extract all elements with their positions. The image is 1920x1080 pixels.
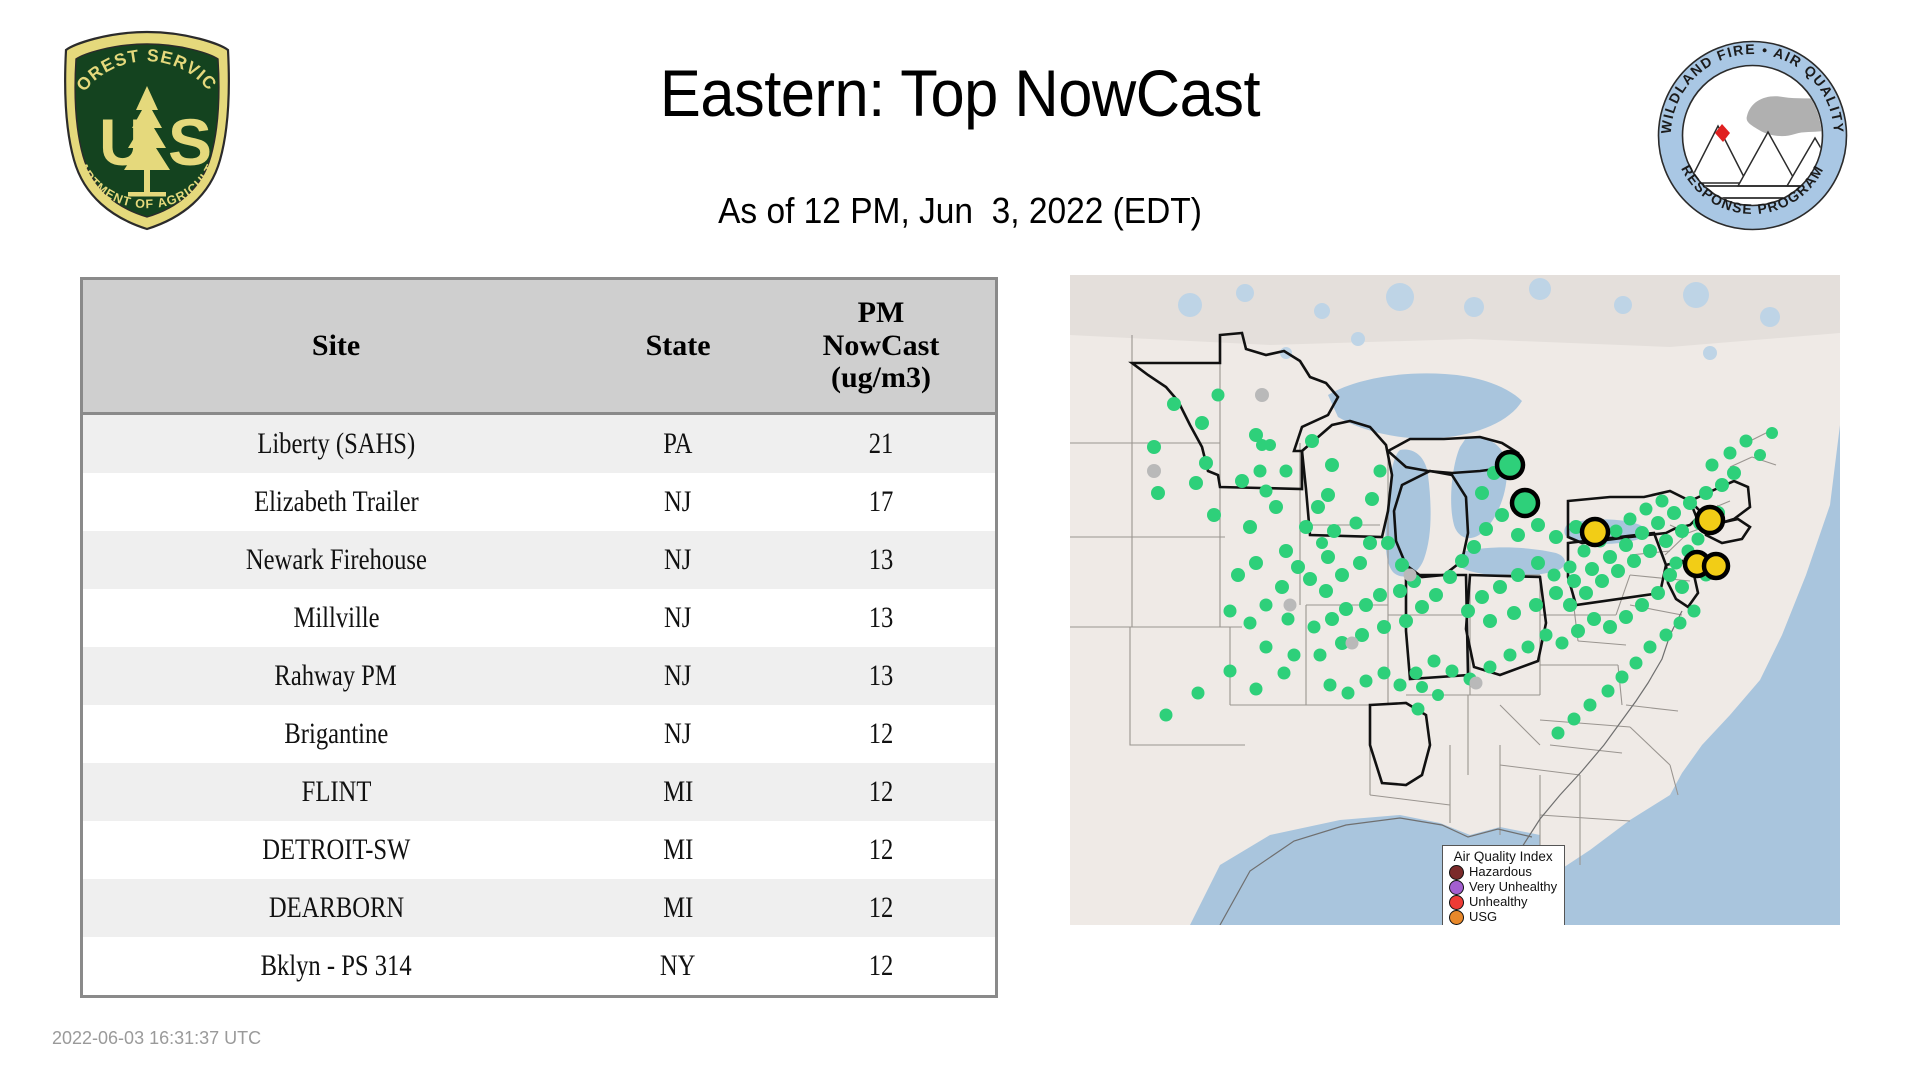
table-header-row: Site State PM NowCast (ug/m3) (83, 280, 995, 415)
map-canvas (1070, 275, 1840, 925)
table-row[interactable]: Bklyn - PS 314 NY 12 (83, 937, 995, 995)
site-cell: DETROIT-SW (262, 833, 411, 866)
site-cell: DEARBORN (268, 891, 404, 924)
aqi-legend: Air Quality Index Hazardous Very Unhealth… (1442, 845, 1566, 925)
pine-tree-icon (124, 86, 170, 197)
highlight-marker-newark-firehouse (1694, 504, 1726, 536)
column-header-pm-nowcast[interactable]: PM NowCast (ug/m3) (766, 280, 995, 415)
aqi-color-swatch (1449, 880, 1464, 896)
aqi-legend-label: USG (1469, 909, 1498, 925)
aqi-legend-title: Air Quality Index (1453, 849, 1553, 864)
column-header-line3: (ug/m3) (830, 361, 931, 395)
column-header-site[interactable]: Site (83, 280, 590, 415)
aqi-color-swatch (1449, 865, 1464, 881)
site-cell: Elizabeth Trailer (253, 485, 419, 518)
highlight-marker-flint (1494, 449, 1526, 481)
site-cell: FLINT (301, 775, 371, 808)
state-cell: NJ (664, 601, 692, 634)
state-cell: NJ (664, 485, 692, 518)
highlight-marker-millville (1701, 551, 1731, 581)
column-header-state[interactable]: State (589, 280, 767, 415)
column-header-line2: NowCast (822, 328, 940, 362)
value-cell: 12 (868, 717, 894, 750)
generated-timestamp: 2022-06-03 16:31:37 UTC (52, 1028, 262, 1048)
value-cell: 12 (868, 891, 894, 924)
aqi-legend-entry: Very Unhealthy (1449, 879, 1558, 896)
value-cell: 13 (868, 601, 894, 634)
highlight-marker-detroit-sw (1509, 487, 1541, 519)
table-row[interactable]: Newark Firehouse NJ 13 (83, 531, 995, 589)
page-title: Eastern: Top NowCast (659, 56, 1261, 130)
highlight-marker-liberty-sahs (1579, 516, 1611, 548)
state-cell: NJ (664, 543, 692, 576)
monitor-dots (1147, 388, 1778, 740)
water-bodies (1070, 275, 1840, 925)
mountain-left-icon (1687, 124, 1749, 184)
top-nowcast-table: Site State PM NowCast (ug/m3) Liberty (S… (83, 280, 995, 995)
aqi-legend-label: Hazardous (1469, 864, 1532, 880)
inactive-dots (1147, 388, 1483, 690)
value-cell: 12 (868, 949, 894, 982)
table-row[interactable]: FLINT MI 12 (83, 763, 995, 821)
state-cell: NJ (664, 659, 692, 692)
aqi-color-swatch (1449, 895, 1464, 911)
site-cell: Newark Firehouse (245, 543, 427, 576)
state-cell: MI (663, 833, 694, 866)
value-cell: 17 (868, 485, 894, 518)
aqi-legend-label: Very Unhealthy (1469, 879, 1558, 895)
table-row[interactable]: Brigantine NJ 12 (83, 705, 995, 763)
top-nowcast-table-container: Site State PM NowCast (ug/m3) Liberty (S… (80, 277, 998, 998)
table-row[interactable]: Liberty (SAHS) PA 21 (83, 413, 995, 473)
aqi-legend-entry: Hazardous (1449, 864, 1557, 881)
page-subtitle: As of 12 PM, Jun 3, 2022 (EDT) (718, 190, 1202, 231)
value-cell: 13 (868, 659, 894, 692)
value-cell: 21 (868, 427, 894, 460)
table-row[interactable]: DETROIT-SW MI 12 (83, 821, 995, 879)
column-header-line1: PM (857, 296, 905, 330)
state-cell: MI (663, 891, 694, 924)
site-cell: Rahway PM (274, 659, 398, 692)
value-cell: 12 (868, 833, 894, 866)
site-cell: Millville (293, 601, 380, 634)
state-cell: NY (660, 949, 696, 982)
aqi-legend-label: Unhealthy (1469, 894, 1528, 910)
table-row[interactable]: Rahway PM NJ 13 (83, 647, 995, 705)
highlighted-site-markers[interactable] (1494, 449, 1731, 581)
aqi-legend-entry: Unhealthy (1449, 894, 1557, 911)
value-cell: 13 (868, 543, 894, 576)
site-cell: Liberty (SAHS) (257, 427, 415, 460)
air-quality-map[interactable]: Air Quality Index Hazardous Very Unhealth… (1070, 275, 1840, 925)
site-cell: Bklyn - PS 314 (260, 949, 412, 982)
table-row[interactable]: DEARBORN MI 12 (83, 879, 995, 937)
state-cell: MI (663, 775, 694, 808)
table-row[interactable]: Millville NJ 13 (83, 589, 995, 647)
table-body: Liberty (SAHS) PA 21 Elizabeth Trailer NJ 17 N… (83, 413, 995, 995)
aqi-legend-entry: USG (1449, 910, 1557, 925)
value-cell: 12 (868, 775, 894, 808)
wfaqrp-seal-logo: WILDLAND FIRE • AIR QUALITY RESPONSE PRO… (1655, 38, 1850, 233)
fs-letter-s: S (168, 105, 212, 179)
us-forest-service-shield-logo: FOREST SERVICE DEPARTMENT OF AGRICULTURE… (46, 12, 242, 233)
table-header: Site State PM NowCast (ug/m3) (83, 280, 995, 415)
aqi-color-swatch (1449, 910, 1464, 925)
state-cell: NJ (664, 717, 692, 750)
smoke-plume-icon (1746, 96, 1822, 137)
site-cell: Brigantine (284, 717, 388, 750)
state-cell: PA (663, 427, 693, 460)
fire-icon (1715, 124, 1730, 142)
table-row[interactable]: Elizabeth Trailer NJ 17 (83, 473, 995, 531)
